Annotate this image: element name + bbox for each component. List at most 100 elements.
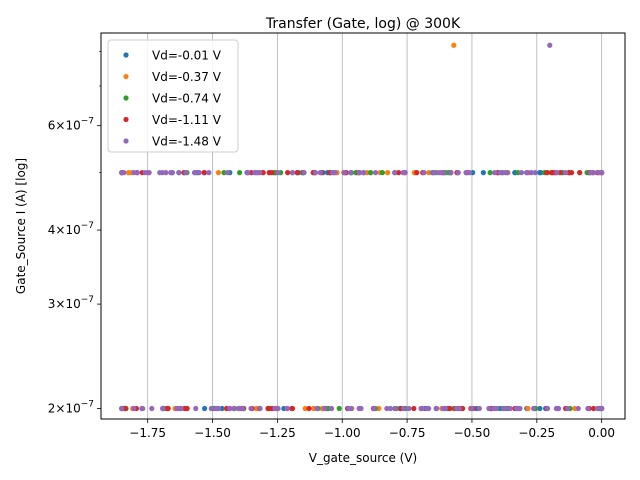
data-point (504, 170, 511, 176)
data-point (289, 405, 296, 412)
data-point (184, 405, 190, 412)
data-point (532, 170, 538, 176)
data-point (434, 405, 440, 412)
data-point (575, 405, 581, 412)
legend-marker (123, 52, 129, 58)
data-point (208, 405, 214, 412)
data-point (497, 170, 503, 176)
data-point (548, 170, 554, 176)
x-tick-label: −1.25 (259, 426, 296, 440)
legend-frame (107, 39, 239, 153)
data-point (528, 170, 534, 176)
data-point (285, 170, 291, 176)
data-point (537, 405, 543, 412)
data-point (480, 170, 486, 176)
data-point (196, 170, 202, 176)
data-point (414, 170, 420, 176)
data-point (547, 42, 553, 48)
data-point (125, 170, 132, 176)
data-point (448, 170, 454, 176)
data-point (384, 405, 390, 412)
data-point (447, 405, 453, 412)
data-point (255, 170, 261, 176)
data-point (341, 170, 348, 176)
data-point (456, 405, 462, 412)
data-point (372, 170, 379, 176)
data-point (441, 170, 447, 176)
data-point (322, 405, 328, 412)
data-point (360, 170, 367, 176)
data-point (426, 405, 432, 412)
data-point (224, 170, 231, 176)
data-point (160, 405, 166, 412)
x-tick-label: −0.75 (389, 426, 426, 440)
chart-title: Transfer (Gate, log) @ 300K (265, 16, 461, 32)
data-point (486, 405, 492, 412)
data-point (491, 170, 498, 176)
data-point (227, 405, 233, 412)
data-point (564, 405, 571, 412)
data-point (590, 170, 596, 176)
data-point (202, 405, 208, 412)
data-point (577, 170, 583, 176)
data-point (175, 405, 181, 412)
data-point (244, 170, 250, 176)
data-point (329, 170, 335, 176)
data-point (248, 405, 254, 412)
legend-marker (123, 138, 129, 144)
data-point (594, 405, 601, 412)
x-tick-label: −1.00 (324, 426, 361, 440)
data-point (418, 405, 424, 412)
data-point (149, 405, 155, 412)
data-point (328, 405, 335, 412)
data-point (131, 170, 137, 176)
data-point (266, 170, 272, 176)
data-point (240, 405, 246, 412)
data-point (183, 170, 189, 176)
data-point (236, 405, 242, 412)
data-point (442, 405, 448, 412)
data-point (358, 405, 364, 412)
data-point (294, 170, 300, 176)
data-point (201, 170, 207, 176)
data-point (391, 170, 398, 176)
data-point (367, 170, 373, 176)
legend-marker (123, 95, 129, 101)
data-point (436, 170, 442, 176)
data-point (544, 405, 551, 412)
data-point (357, 170, 363, 176)
data-point (411, 405, 417, 412)
data-point (514, 405, 520, 412)
data-point (131, 405, 137, 412)
data-point (312, 170, 319, 176)
data-point (176, 170, 182, 176)
data-point (140, 405, 146, 412)
data-point (237, 170, 243, 176)
data-point (317, 170, 323, 176)
data-point (301, 170, 307, 176)
data-point (531, 405, 537, 412)
data-point (336, 405, 342, 412)
data-point (157, 170, 163, 176)
data-point (221, 170, 227, 176)
points-layer (119, 42, 605, 412)
x-tick-label: −0.25 (518, 426, 555, 440)
data-point (569, 170, 575, 176)
legend-label: Vd=-0.01 V (152, 49, 222, 63)
data-point (406, 405, 412, 412)
legend-label: Vd=-1.48 V (152, 135, 222, 149)
legend-label: Vd=-1.11 V (152, 113, 222, 127)
y-tick-label: 6×10−7 (48, 117, 94, 133)
data-point (455, 170, 461, 176)
x-axis-label: V_gate_source (V) (309, 451, 418, 465)
data-point (164, 405, 171, 412)
data-point (451, 42, 457, 48)
data-point (396, 170, 402, 176)
x-tick-label: −0.50 (454, 426, 491, 440)
data-point (265, 405, 271, 412)
data-point (392, 405, 398, 412)
data-point (272, 405, 278, 412)
data-point (466, 170, 473, 176)
